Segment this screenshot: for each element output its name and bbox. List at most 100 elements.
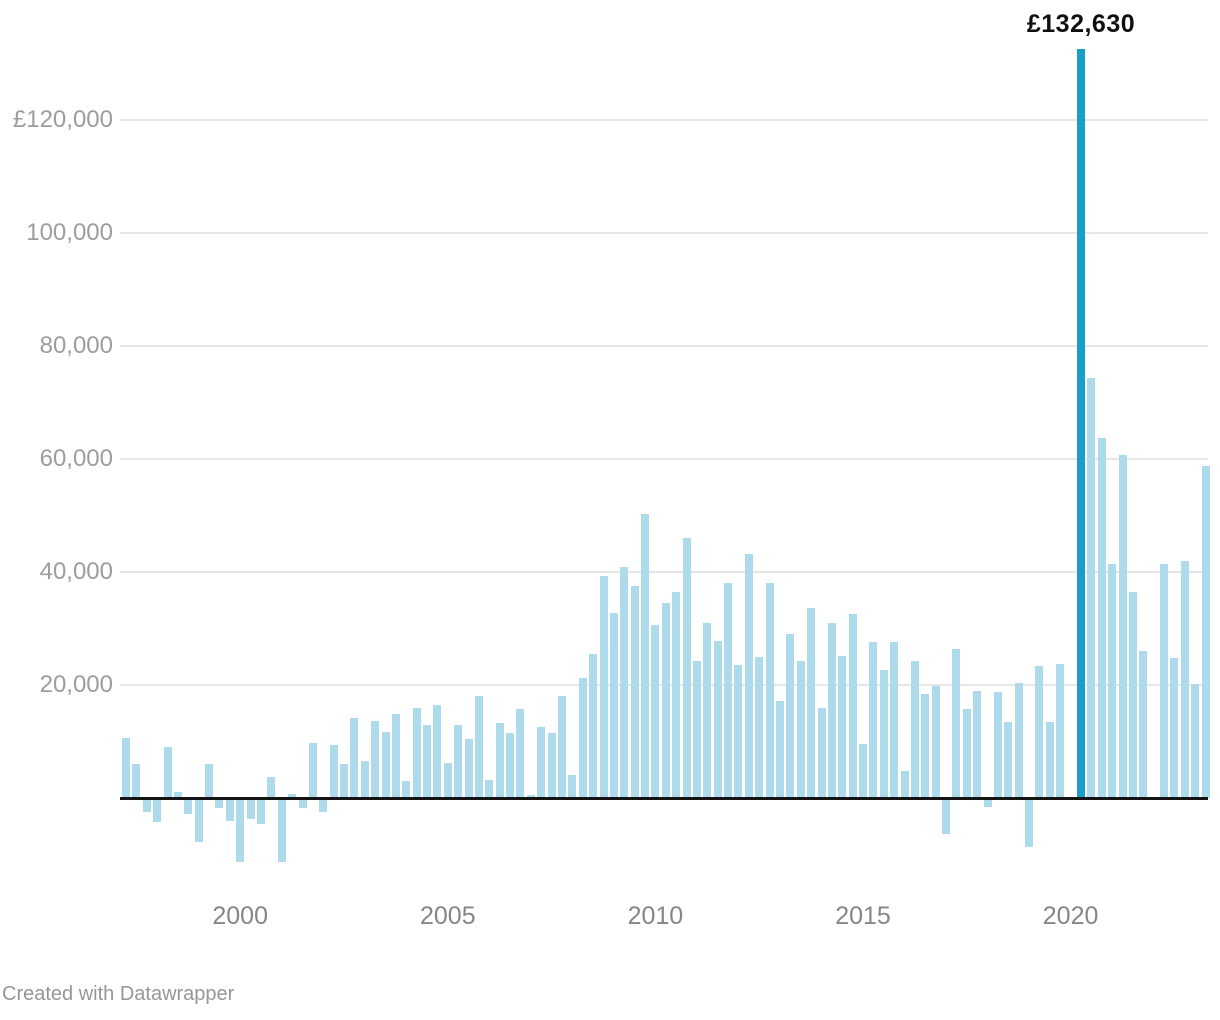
- bar[interactable]: [547, 732, 556, 798]
- bar[interactable]: [859, 743, 867, 798]
- bar[interactable]: [495, 722, 504, 798]
- bar[interactable]: [734, 665, 743, 798]
- bar[interactable]: [464, 739, 473, 798]
- bar[interactable]: [609, 613, 618, 798]
- bar[interactable]: [682, 538, 691, 798]
- bar[interactable]: [433, 704, 442, 798]
- bar[interactable]: [724, 583, 732, 798]
- bar[interactable]: [1191, 684, 1200, 798]
- bar[interactable]: [319, 798, 328, 813]
- bar[interactable]: [173, 792, 182, 798]
- bar[interactable]: [1025, 798, 1034, 848]
- bar[interactable]: [630, 586, 639, 798]
- bar[interactable]: [973, 691, 982, 798]
- bar[interactable]: [381, 731, 390, 798]
- bar[interactable]: [205, 764, 213, 798]
- bar[interactable]: [713, 640, 722, 798]
- bar[interactable]: [1170, 657, 1179, 798]
- bar[interactable]: [1160, 564, 1168, 798]
- bar[interactable]: [454, 724, 463, 798]
- bar[interactable]: [807, 607, 816, 798]
- bar[interactable]: [236, 798, 245, 863]
- bar[interactable]: [308, 743, 317, 798]
- bar[interactable]: [1045, 722, 1054, 798]
- bar[interactable]: [246, 798, 255, 819]
- bar[interactable]: [537, 726, 546, 798]
- highlighted-bar[interactable]: [1077, 48, 1085, 798]
- bar[interactable]: [256, 798, 265, 824]
- bar[interactable]: [817, 707, 826, 798]
- bar[interactable]: [952, 649, 961, 798]
- bar[interactable]: [1108, 564, 1117, 798]
- bar[interactable]: [122, 737, 130, 798]
- bar[interactable]: [215, 798, 224, 809]
- bar[interactable]: [1035, 666, 1044, 798]
- bar[interactable]: [1201, 466, 1210, 798]
- bar[interactable]: [412, 708, 421, 798]
- bar[interactable]: [267, 777, 276, 798]
- bar[interactable]: [827, 623, 836, 798]
- bar[interactable]: [132, 764, 141, 798]
- bar[interactable]: [163, 746, 172, 798]
- bar[interactable]: [298, 798, 307, 808]
- bar[interactable]: [578, 678, 587, 798]
- bar[interactable]: [775, 701, 784, 798]
- bar[interactable]: [879, 669, 888, 798]
- bar[interactable]: [599, 576, 608, 798]
- bar[interactable]: [1128, 592, 1137, 798]
- bar[interactable]: [1087, 378, 1096, 798]
- bar[interactable]: [153, 798, 162, 822]
- bar[interactable]: [350, 718, 359, 798]
- bar[interactable]: [620, 566, 629, 798]
- bar[interactable]: [329, 744, 338, 798]
- bar[interactable]: [744, 553, 753, 798]
- bar[interactable]: [277, 798, 286, 863]
- bar[interactable]: [516, 708, 525, 798]
- bar[interactable]: [765, 583, 774, 798]
- bar[interactable]: [942, 798, 950, 834]
- bar[interactable]: [910, 660, 919, 798]
- bar[interactable]: [786, 634, 795, 798]
- bar[interactable]: [288, 794, 297, 798]
- bar[interactable]: [1180, 560, 1189, 798]
- bar[interactable]: [402, 781, 411, 798]
- bar[interactable]: [485, 779, 494, 798]
- bar[interactable]: [692, 661, 701, 798]
- bar[interactable]: [340, 763, 348, 798]
- bar[interactable]: [869, 641, 878, 798]
- bar[interactable]: [1014, 682, 1023, 798]
- bar[interactable]: [194, 798, 203, 843]
- bar[interactable]: [1097, 437, 1106, 798]
- bar[interactable]: [983, 798, 992, 807]
- bar[interactable]: [672, 591, 681, 798]
- bar[interactable]: [755, 656, 764, 799]
- bar[interactable]: [993, 691, 1002, 798]
- bar[interactable]: [796, 660, 805, 798]
- bar[interactable]: [962, 708, 971, 798]
- bar[interactable]: [641, 513, 649, 798]
- bar[interactable]: [371, 721, 380, 798]
- bar[interactable]: [1118, 455, 1127, 798]
- bar[interactable]: [568, 774, 577, 798]
- bar[interactable]: [391, 713, 400, 798]
- bar[interactable]: [921, 693, 930, 798]
- bar[interactable]: [890, 642, 899, 798]
- bar[interactable]: [443, 763, 452, 798]
- bar[interactable]: [225, 798, 234, 822]
- attribution-link[interactable]: Created with Datawrapper: [2, 983, 235, 1005]
- bar[interactable]: [558, 696, 566, 798]
- bar[interactable]: [142, 798, 151, 812]
- bar[interactable]: [703, 622, 712, 798]
- bar[interactable]: [931, 686, 940, 798]
- bar[interactable]: [1139, 651, 1148, 798]
- bar[interactable]: [589, 653, 598, 798]
- bar[interactable]: [900, 771, 909, 798]
- bar[interactable]: [651, 624, 660, 798]
- bar[interactable]: [1056, 663, 1065, 798]
- bar[interactable]: [661, 603, 670, 798]
- bar[interactable]: [360, 761, 369, 798]
- bar[interactable]: [506, 733, 515, 798]
- bar[interactable]: [848, 613, 857, 798]
- bar[interactable]: [1004, 722, 1013, 798]
- bar[interactable]: [184, 798, 193, 814]
